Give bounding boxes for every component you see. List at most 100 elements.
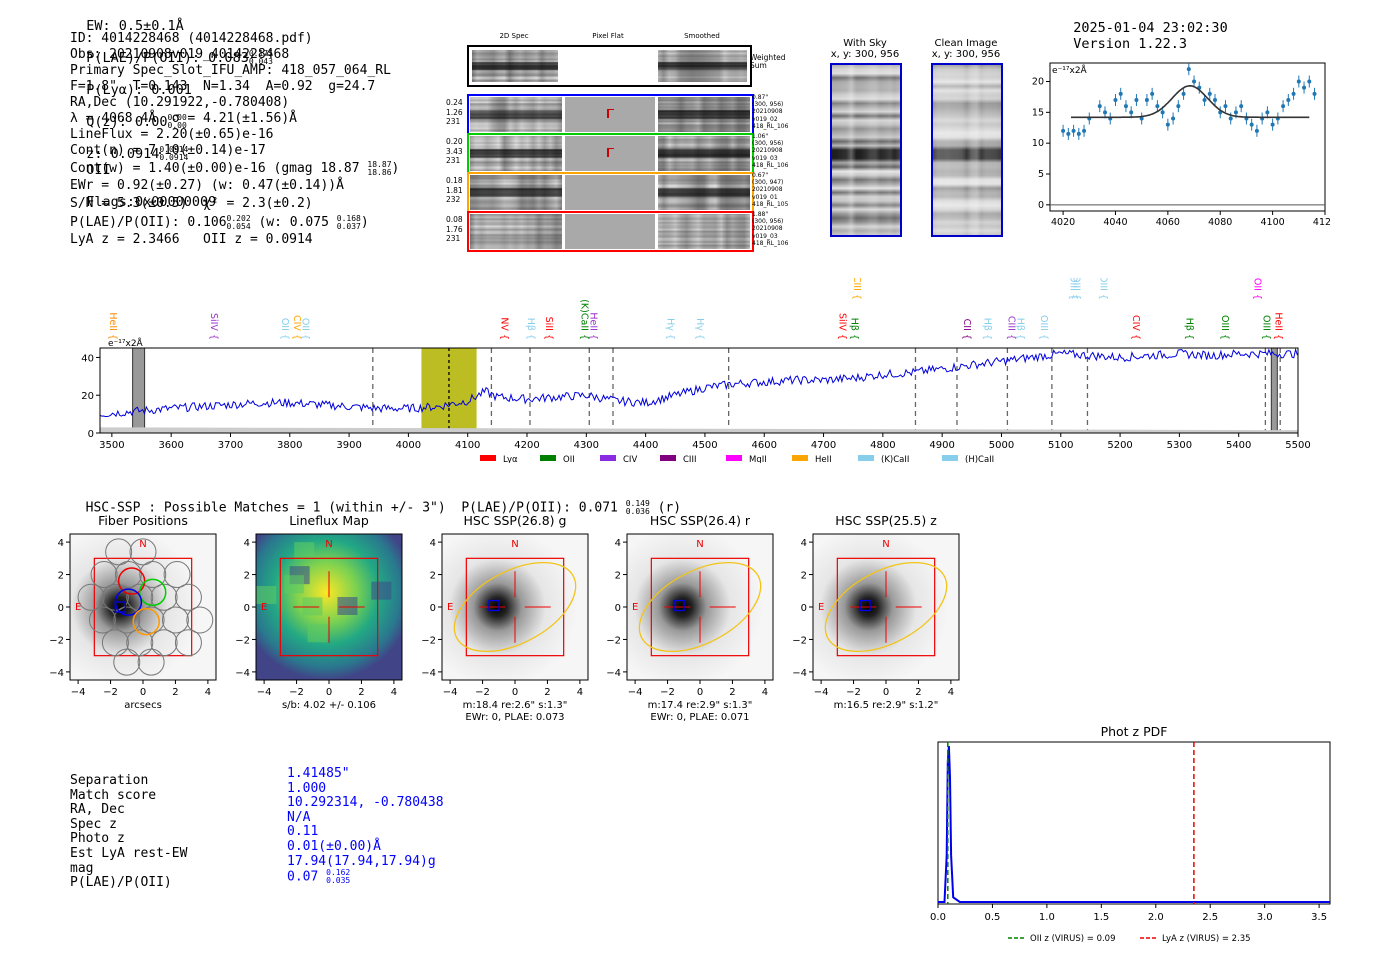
match-label: Photo z xyxy=(70,831,125,847)
zoom-data-point xyxy=(1302,85,1307,90)
spec2d-row-smoothed xyxy=(658,136,750,171)
cutout-ytick-label: −2 xyxy=(49,635,64,646)
info-lineflux: LineFlux = 2.20(±0.65)e-16 xyxy=(70,127,274,142)
info-id: ID: 4014228468 (4014228468.pdf) xyxy=(70,31,313,46)
zoom-xtick-label: 4080 xyxy=(1208,217,1232,228)
cutout-ytick-label: 4 xyxy=(801,538,807,549)
cutout-ytick-label: −2 xyxy=(421,635,436,646)
legend-label: Lyα xyxy=(503,455,518,463)
masked-region xyxy=(132,347,146,434)
spectrum-ytick-label: 0 xyxy=(88,429,94,440)
source-marker xyxy=(114,601,126,613)
info-obs: Obs: 20210908v019_4014228468 xyxy=(70,47,290,62)
zoom-data-point xyxy=(1281,104,1286,109)
cutout-ytick-label: −4 xyxy=(606,668,621,679)
fiber-circle xyxy=(174,583,202,611)
detection-info: ID: 4014228468 (4014228468.pdf) Obs: 202… xyxy=(70,31,399,248)
hsc-cutout: N E −4 −2 0 2 4 4 2 0 −2 −4 arcsecs xyxy=(49,533,217,711)
aperture-box xyxy=(279,557,379,657)
spectrum-xtick-label: 5300 xyxy=(1167,440,1192,451)
source-marker xyxy=(859,599,871,612)
spec2d-row-2d xyxy=(470,136,562,171)
spectrum-xtick-label: 4100 xyxy=(455,440,480,451)
lineflux-pixel xyxy=(307,624,328,643)
zoom-ytick-label: 20 xyxy=(1032,77,1044,88)
cutout-xtick-label: 4 xyxy=(948,687,954,698)
zoom-data-point xyxy=(1160,110,1165,115)
fiber-highlight xyxy=(132,607,160,636)
spec2d-row-smoothed xyxy=(658,175,750,210)
spec2d-row-frame xyxy=(467,133,754,174)
zoom-data-point xyxy=(1286,98,1291,102)
zoom-xtick-label: 4040 xyxy=(1103,217,1127,228)
aperture-box xyxy=(465,557,565,657)
zoom-data-point xyxy=(1150,91,1155,96)
zoom-data-point xyxy=(1270,122,1275,127)
emission-line-label: HeII { xyxy=(587,312,598,340)
cutout-xtick-label: 2 xyxy=(915,687,921,698)
emission-line-label: OII { xyxy=(1252,278,1263,300)
cutout-ytick-label: −2 xyxy=(792,635,807,646)
cutout-ytick-label: 4 xyxy=(58,538,64,549)
emission-line-label: HeII { xyxy=(1272,312,1283,340)
zoom-data-point xyxy=(1223,104,1228,109)
spec2d-title-smoothed: Smoothed xyxy=(684,32,720,40)
photz-axes-frame xyxy=(937,741,1331,905)
photz-chart: Phot z PDF 0.0 0.5 1.0 1.5 2.0 2.5 3.0 3.5 OII z … xyxy=(930,724,1331,944)
zoom-data-point xyxy=(1291,91,1296,96)
hsc-cutout: N E −4 −2 0 2 4 4 2 0 −2 −4 m:16.5 re:2.9" s:1.2" xyxy=(792,533,960,711)
weighted-sum-2d xyxy=(472,50,558,82)
cutout-image xyxy=(813,534,959,680)
legend-swatch xyxy=(792,455,808,461)
info-primary: Primary Spec_Slot_IFU_AMP: 418_057_064_R… xyxy=(70,63,391,78)
east-label: E xyxy=(632,602,638,613)
fiber-circle xyxy=(137,648,165,676)
lineflux-map xyxy=(256,534,402,680)
zoom-data-point xyxy=(1307,79,1312,84)
emission-line-label: (K)CaII { xyxy=(578,299,589,340)
spec2d-row-left-info: 0.20 3.43 231 xyxy=(446,137,463,165)
lineflux-pixel xyxy=(256,586,277,605)
cutout-image xyxy=(627,534,773,680)
zoom-data-point xyxy=(1228,116,1233,121)
zoom-data-point xyxy=(1139,116,1144,121)
emission-line-label: SiIV { xyxy=(836,313,847,340)
zoom-xtick-label: 4020 xyxy=(1051,217,1075,228)
emission-line-label: CIV { xyxy=(291,315,302,340)
hsc-cutout: N E −4 −2 0 2 4 4 2 0 −2 −4 m:17.4 re:2.9" s:1.3"EWr… xyxy=(606,533,774,723)
emission-line-label: CII { xyxy=(961,319,972,340)
zoom-data-point xyxy=(1103,110,1107,115)
spec2d-row-left-info: 0.18 1.81 232 xyxy=(446,176,463,204)
qz-header: Q(z): 0.00 xyxy=(86,114,168,130)
zoom-data-point xyxy=(1118,91,1123,96)
cutout-xtick-label: 4 xyxy=(391,687,397,698)
spectrum-xtick-label: 4500 xyxy=(692,440,717,451)
spec2d-row-left-info: 0.24 1.26 231 xyxy=(446,98,463,126)
legend-swatch xyxy=(942,455,958,461)
hsc-panel-title: HSC SSP(26.8) g xyxy=(463,513,567,528)
spectrum-xtick-label: 3600 xyxy=(158,440,183,451)
emission-line-label: CIV { xyxy=(1130,315,1141,340)
emission-line-label: SiIV { xyxy=(208,313,219,340)
fiber-circle xyxy=(150,629,178,657)
cutout-xtick-label: 0 xyxy=(512,687,518,698)
fiber-circle xyxy=(114,561,142,589)
fiber-circle xyxy=(161,606,189,634)
spectrum-chart: 3500 3600 3700 3800 3900 4000 4100 4200 4300 4400… xyxy=(81,278,1310,463)
z-header-range: 0.0914 0.0914 xyxy=(159,145,189,162)
cutout-ytick-label: −4 xyxy=(792,668,807,679)
info-lambda: λ = 4068.4Å σ = 4.21(±1.56)Å xyxy=(70,111,297,126)
fiber-highlight xyxy=(138,578,167,607)
weighted-sum-box xyxy=(467,45,752,87)
photz-xtick-label: 1.5 xyxy=(1093,912,1109,923)
cutout-ytick-label: 0 xyxy=(801,603,807,614)
photz-xtick-label: 2.0 xyxy=(1148,912,1164,923)
zoom-data-point xyxy=(1254,128,1259,133)
spectrum-xtick-label: 4800 xyxy=(870,440,895,451)
match-value: 0.01(±0.00)Å xyxy=(287,838,381,854)
spectrum-ytick-label: 20 xyxy=(81,391,94,402)
cutout-caption: m:16.5 re:2.9" s:1.2" xyxy=(834,700,939,711)
cutout-caption: m:17.4 re:2.9" s:1.3" xyxy=(648,700,753,711)
cutout-ytick-label: −4 xyxy=(421,668,436,679)
legend-label: OII z (VIRUS) = 0.09 xyxy=(1030,934,1116,944)
